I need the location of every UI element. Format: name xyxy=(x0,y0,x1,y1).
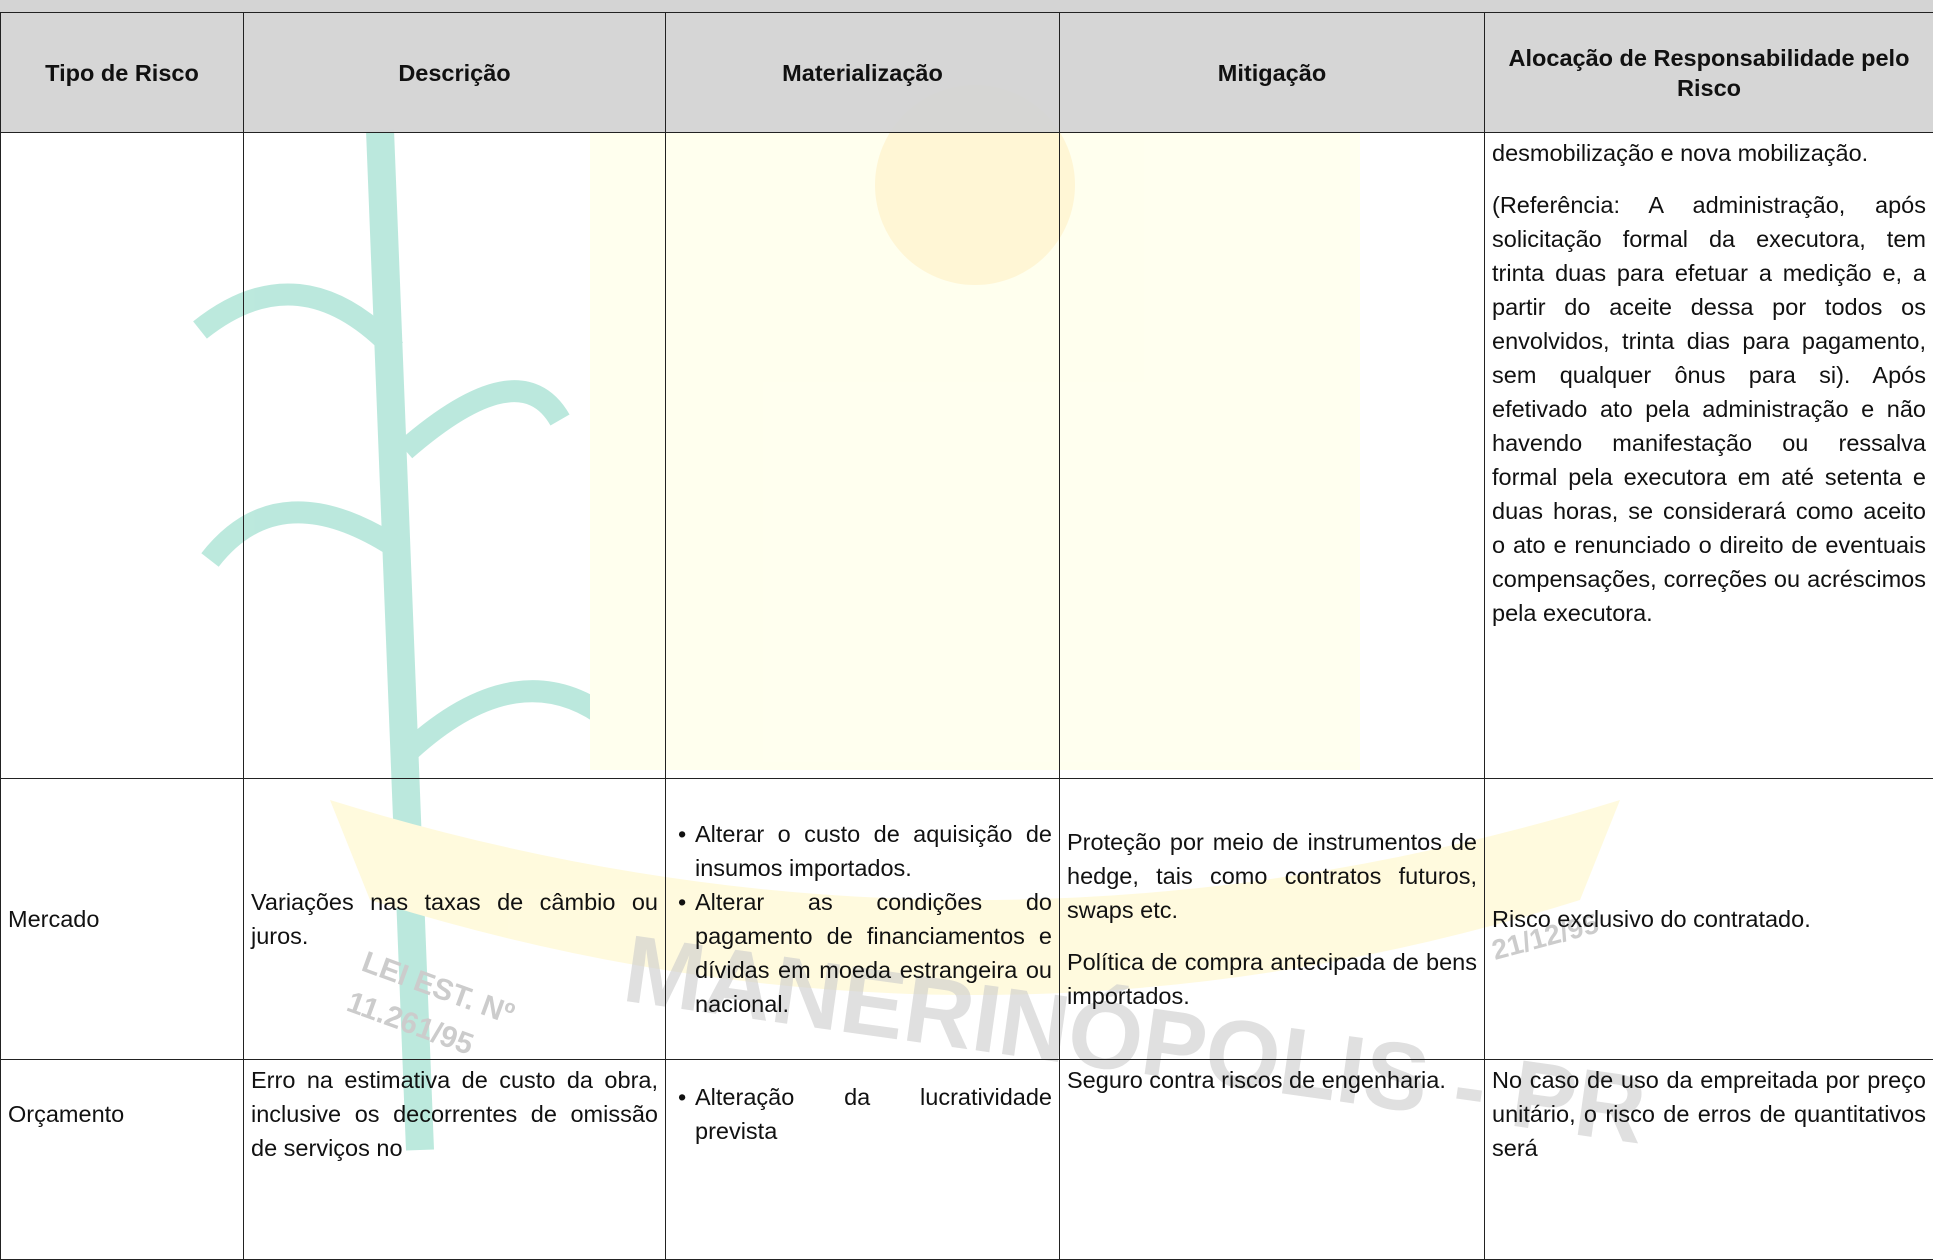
cell: Proteção por meio de instrumentos de hed… xyxy=(1060,779,1485,1060)
cell: Variações nas taxas de câmbio ou juros. xyxy=(244,779,666,1060)
bullet-item: Alteração da lucratividade prevista xyxy=(695,1080,1052,1148)
header-row: Tipo de Risco Descrição Materialização M… xyxy=(1,13,1933,133)
cell-text: Seguro contra riscos de engenharia. xyxy=(1067,1063,1477,1097)
cell-text: Política de compra antecipada de bens im… xyxy=(1067,945,1477,1013)
cell: desmobilização e nova mobilização. (Refe… xyxy=(1485,133,1933,779)
cell: Alterar o custo de aquisição de insumos … xyxy=(666,779,1060,1060)
cell: Orçamento xyxy=(1,1060,244,1260)
cell-text: No caso de uso da empreitada por preço u… xyxy=(1492,1063,1926,1165)
column-header: Mitigação xyxy=(1060,13,1485,133)
column-header: Descrição xyxy=(244,13,666,133)
risk-table: Tipo de Risco Descrição Materialização M… xyxy=(0,12,1933,1260)
row: Orçamento Erro na estimativa de custo da… xyxy=(1,1060,1933,1260)
cell: No caso de uso da empreitada por preço u… xyxy=(1485,1060,1933,1260)
cell: Risco exclusivo do contratado. xyxy=(1485,779,1933,1060)
cell xyxy=(666,133,1060,779)
cell: Erro na estimativa de custo da obra, inc… xyxy=(244,1060,666,1260)
column-header: Alocação de Responsabilidade pelo Risco xyxy=(1485,13,1933,133)
cell-text: desmobilização e nova mobilização. xyxy=(1492,136,1926,170)
column-header: Materialização xyxy=(666,13,1060,133)
cell: Mercado xyxy=(1,779,244,1060)
page: MANERINÓPOLIS - PR LEI EST. Nº 11.261/95… xyxy=(0,0,1933,1155)
cell-text: (Referência: A administração, após solic… xyxy=(1492,188,1926,630)
row: desmobilização e nova mobilização. (Refe… xyxy=(1,133,1933,779)
bullet-item: Alterar o custo de aquisição de insumos … xyxy=(695,817,1052,885)
cell-text: Risco exclusivo do contratado. xyxy=(1492,902,1926,936)
column-header: Tipo de Risco xyxy=(1,13,244,133)
cell-text: Proteção por meio de instrumentos de hed… xyxy=(1067,825,1477,927)
row: Mercado Variações nas taxas de câmbio ou… xyxy=(1,779,1933,1060)
cell: Alteração da lucratividade prevista xyxy=(666,1060,1060,1260)
top-bar xyxy=(0,0,1933,12)
bullet-item: Alterar as condições do pagamento de fin… xyxy=(695,885,1052,1021)
cell xyxy=(244,133,666,779)
cell-text: Orçamento xyxy=(8,1097,236,1131)
cell xyxy=(1060,133,1485,779)
cell xyxy=(1,133,244,779)
cell: Seguro contra riscos de engenharia. xyxy=(1060,1060,1485,1260)
